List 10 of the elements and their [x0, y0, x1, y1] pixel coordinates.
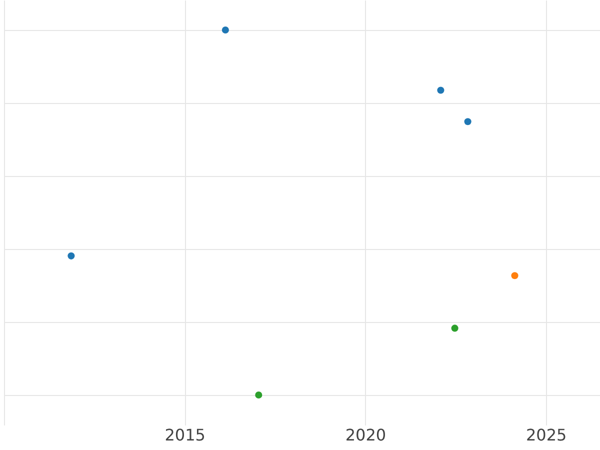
- x-tick-label: 2020: [345, 426, 386, 444]
- point: [451, 324, 458, 332]
- point: [464, 118, 472, 126]
- x-tick-label: 2015: [164, 426, 206, 444]
- point: [511, 272, 518, 280]
- x-tick-label: 2025: [526, 426, 567, 444]
- point: [222, 26, 229, 34]
- point: [68, 252, 75, 260]
- point: [255, 391, 262, 399]
- point: [437, 86, 444, 94]
